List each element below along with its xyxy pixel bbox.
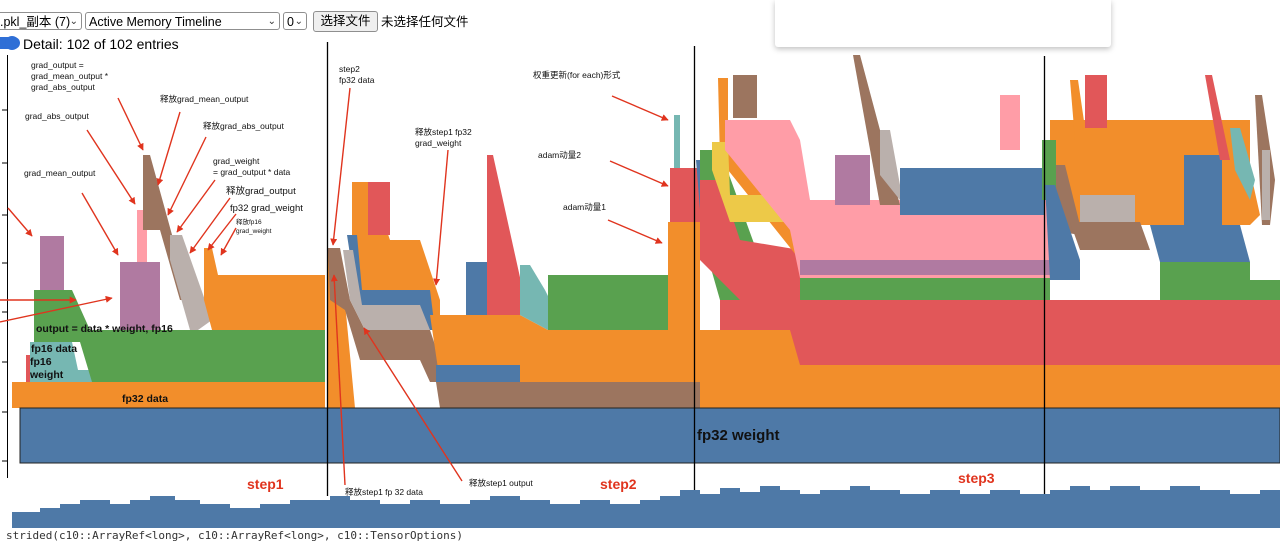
annot-grad-output-formula: grad_output = grad_mean_output * grad_ab… (31, 60, 110, 92)
alloc-s3-pink (725, 120, 1050, 278)
alloc-s2-green-big (548, 275, 668, 330)
choose-file-button[interactable]: 选择文件 (313, 11, 378, 32)
alloc-fp32-data-step1 (12, 382, 325, 408)
alloc-s3-gray (880, 130, 920, 200)
label-fp16-data: fp16 data (31, 343, 77, 355)
step2-allocations[interactable] (328, 115, 740, 408)
rank-select-value: 0 (287, 15, 294, 29)
view-select[interactable]: Active Memory Timeline ⌄ (85, 12, 280, 30)
step1-allocations[interactable] (12, 155, 325, 408)
step2-label: step2 (600, 476, 637, 492)
region-labels: output = data * weight, fp16 fp16 data f… (29, 323, 780, 444)
detail-label: Detail: 102 of 102 entries (23, 36, 179, 52)
alloc-s2-gray (343, 250, 430, 330)
alloc-s2-brown-b (436, 382, 700, 408)
alloc-s3-teal (1230, 128, 1255, 200)
alloc-s3-red-a (700, 180, 800, 300)
alloc-s2-teal-c (674, 115, 680, 168)
alloc-s2-blue-b (436, 365, 520, 382)
annot-adam-momentum1: adam动量1 (563, 202, 606, 212)
alloc-grad-weight (170, 235, 212, 330)
alloc-s3-blue-b (1045, 185, 1080, 280)
step3-label: step3 (958, 470, 995, 486)
alloc-s3-gray-c (1262, 150, 1270, 220)
alloc-s3-brown-a (733, 75, 757, 118)
annot-release-grad-abs-output: 释放grad_abs_output (203, 121, 284, 131)
label-fp16-weight: fp16 weight (29, 356, 64, 381)
alloc-s3-purple (800, 260, 1050, 275)
annot-release-fp16-grad-weight: 释放fp16 grad_weight (236, 217, 272, 235)
step3-allocations[interactable] (700, 55, 1280, 408)
annot-weight-update-foreach: 权重更新(for each)形式 (533, 70, 621, 80)
annotation-arrows (0, 87, 669, 486)
alloc-s3-red-base (720, 300, 1280, 365)
annotations: grad_output = grad_mean_output * grad_ab… (24, 60, 621, 497)
alloc-s2-brown (328, 248, 440, 382)
annot-step2-fp32-data: step2 fp32 data (339, 64, 375, 85)
status-code-line: strided(c10::ArrayRef<long>, c10::ArrayR… (6, 529, 463, 542)
annot-grad-weight-formula: grad_weight = grad_output * data (213, 156, 291, 177)
alloc-s2-red (368, 182, 390, 235)
alloc-s3-purple-b (835, 155, 870, 205)
annot-fp32-grad-weight: fp32 grad_weight (230, 203, 303, 214)
rank-select[interactable]: 0 ⌄ (283, 12, 307, 30)
no-file-text: 未选择任何文件 (381, 15, 469, 29)
alloc-s3-blue-d (1150, 225, 1250, 262)
alloc-s2-orange-c (668, 222, 700, 330)
y-axis (2, 55, 8, 478)
alloc-s3-orange-spike (1070, 80, 1085, 140)
alloc-s2-teal (520, 265, 555, 330)
alloc-s3-red-c (1205, 75, 1230, 160)
detail-slider[interactable] (0, 36, 20, 50)
label-fp16-weight-l1: fp16 (30, 356, 52, 368)
chevron-down-icon: ⌄ (267, 16, 276, 27)
label-fp16-weight-l2: weight (29, 369, 64, 381)
view-select-value: Active Memory Timeline (89, 15, 222, 29)
mini-timeline[interactable] (12, 486, 1280, 528)
step-dividers (326, 42, 1046, 505)
chevron-down-icon: ⌄ (69, 16, 78, 27)
annot-adam-momentum2: adam动量2 (538, 150, 581, 160)
annot-release-grad-mean-output: 释放grad_mean_output (160, 94, 249, 104)
alloc-s3-pink-b (1000, 95, 1020, 150)
alloc-output (34, 290, 325, 382)
step-labels: step1 step2 step3 (247, 470, 995, 492)
file-select[interactable]: .pkl_副本 (7) ⌄ (0, 12, 82, 30)
chevron-down-icon: ⌄ (294, 16, 303, 27)
step1-label: step1 (247, 476, 284, 492)
alloc-grad-mean-output-2 (120, 262, 160, 330)
annot-release-step1-fp32-grad-weight: 释放step1 fp32 grad_weight (415, 127, 474, 148)
label-fp32-weight: fp32 weight (697, 427, 780, 444)
label-fp32-data: fp32 data (122, 393, 168, 405)
alloc-s2-red-c (670, 168, 700, 222)
tooltip-popup (775, 0, 1111, 47)
alloc-s3-gray-b (1080, 195, 1135, 222)
alloc-s3-blue-c (1184, 155, 1222, 225)
alloc-fp32-weight[interactable] (19, 407, 1280, 464)
file-select-value: .pkl_副本 (7) (0, 15, 71, 29)
label-output: output = data * weight, fp16 (36, 323, 173, 335)
annot-release-step1-fp32-data: 释放step1 fp 32 data (345, 487, 423, 497)
alloc-s3-green-c (1160, 262, 1280, 300)
annot-grad-mean-output: grad_mean_output (24, 168, 96, 178)
alloc-s2-red-spike (487, 155, 525, 315)
toolbar: .pkl_副本 (7) ⌄ Active Memory Timeline ⌄ 0… (0, 0, 1280, 34)
alloc-fp32-grad-weight (204, 248, 325, 330)
alloc-s3-red-b (1085, 75, 1107, 128)
alloc-s3-brown-c (1070, 222, 1150, 250)
annot-release-grad-output: 释放grad_output (226, 185, 296, 197)
annot-release-step1-output: 释放step1 output (469, 478, 533, 488)
alloc-s3-blue-big (900, 168, 1045, 215)
annot-grad-abs-output: grad_abs_output (25, 111, 89, 121)
slider-handle[interactable] (5, 36, 19, 50)
alloc-grad-mean-output (40, 236, 64, 290)
